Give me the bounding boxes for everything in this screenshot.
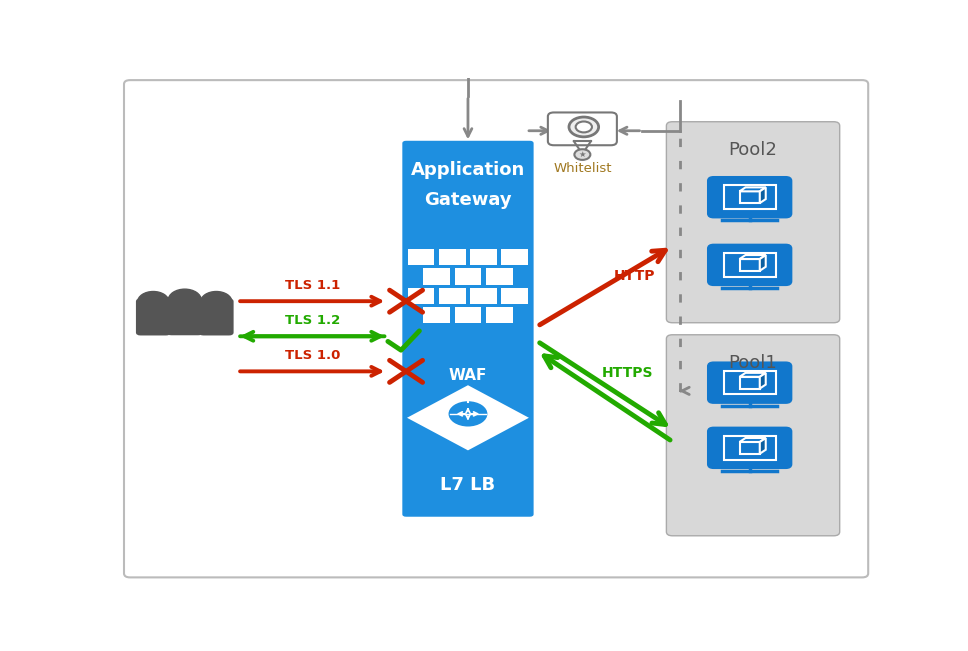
Bar bbox=[724, 186, 775, 209]
Bar bbox=[470, 249, 497, 265]
Bar bbox=[423, 307, 450, 324]
FancyBboxPatch shape bbox=[709, 428, 791, 467]
Circle shape bbox=[574, 149, 590, 160]
Circle shape bbox=[465, 394, 471, 398]
Bar bbox=[740, 191, 760, 203]
Text: HTTP: HTTP bbox=[614, 269, 655, 283]
Bar bbox=[501, 288, 529, 304]
Text: L7 LB: L7 LB bbox=[440, 476, 496, 494]
Polygon shape bbox=[760, 373, 766, 389]
Text: Pool2: Pool2 bbox=[729, 141, 777, 159]
FancyBboxPatch shape bbox=[666, 122, 839, 323]
Circle shape bbox=[137, 292, 169, 312]
Circle shape bbox=[200, 292, 232, 312]
Bar bbox=[501, 249, 529, 265]
FancyBboxPatch shape bbox=[166, 297, 202, 335]
FancyBboxPatch shape bbox=[709, 177, 791, 217]
Polygon shape bbox=[407, 385, 529, 450]
FancyBboxPatch shape bbox=[124, 80, 868, 577]
Bar bbox=[740, 442, 760, 454]
Polygon shape bbox=[740, 438, 766, 442]
Bar bbox=[470, 288, 497, 304]
FancyBboxPatch shape bbox=[136, 299, 170, 335]
Text: WAF: WAF bbox=[449, 368, 487, 383]
Polygon shape bbox=[760, 438, 766, 454]
FancyBboxPatch shape bbox=[709, 245, 791, 284]
Bar bbox=[740, 377, 760, 389]
Text: TLS 1.1: TLS 1.1 bbox=[285, 279, 340, 292]
Bar bbox=[486, 307, 513, 324]
FancyBboxPatch shape bbox=[666, 335, 839, 536]
Bar bbox=[455, 307, 481, 324]
Text: Whitelist: Whitelist bbox=[553, 162, 612, 175]
FancyBboxPatch shape bbox=[548, 113, 617, 145]
Circle shape bbox=[447, 400, 489, 428]
Bar bbox=[423, 268, 450, 284]
Bar bbox=[724, 253, 775, 277]
Bar bbox=[455, 268, 481, 284]
Bar bbox=[408, 249, 435, 265]
Text: TLS 1.2: TLS 1.2 bbox=[285, 314, 340, 327]
Bar bbox=[486, 268, 513, 284]
Bar bbox=[724, 436, 775, 460]
FancyBboxPatch shape bbox=[709, 363, 791, 402]
Bar bbox=[724, 371, 775, 395]
Text: Application: Application bbox=[410, 161, 525, 179]
Text: Gateway: Gateway bbox=[424, 191, 512, 209]
Circle shape bbox=[168, 289, 201, 311]
FancyBboxPatch shape bbox=[199, 299, 233, 335]
Polygon shape bbox=[740, 255, 766, 259]
Bar bbox=[740, 259, 760, 271]
Circle shape bbox=[576, 122, 592, 132]
FancyBboxPatch shape bbox=[403, 141, 533, 517]
Polygon shape bbox=[740, 187, 766, 191]
Text: HTTPS: HTTPS bbox=[602, 366, 653, 380]
Text: TLS 1.0: TLS 1.0 bbox=[285, 350, 340, 363]
Polygon shape bbox=[760, 255, 766, 271]
Bar bbox=[439, 249, 466, 265]
Text: ★: ★ bbox=[579, 150, 586, 159]
Polygon shape bbox=[760, 187, 766, 203]
Polygon shape bbox=[740, 373, 766, 377]
Circle shape bbox=[569, 117, 598, 137]
Bar bbox=[408, 288, 435, 304]
Bar bbox=[439, 288, 466, 304]
Text: Pool1: Pool1 bbox=[729, 354, 777, 372]
